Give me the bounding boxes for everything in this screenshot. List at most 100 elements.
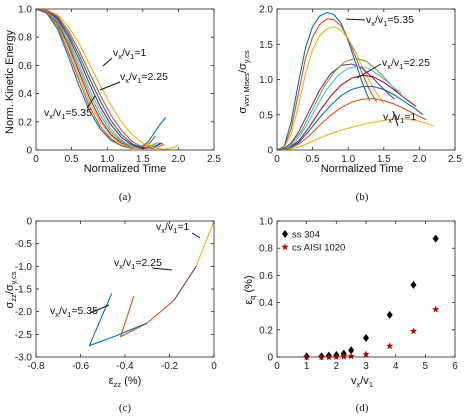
panel-d-series-group [303,234,440,361]
panel-c-stress-strain-chart: -0.8 -0.6 -0.4 -0.2 0 -3.0 -2.5 -2.0 -1.5 -1.0 -0.… [4,217,217,415]
panel-b-axes: 0 0.5 1.0 1.5 2.0 2.5 0 0.5 1.0 1.5 2.0 [259,5,462,166]
panel-b-annotation-2: vx/v1=2.25 [382,57,430,71]
panel-d-xtick-label: 6 [452,361,458,372]
panel-d-ylabel: εq (%) [243,275,257,304]
panel-b-annotation-1: vx/v1=5.35 [366,14,414,28]
panel-b-xlabel: Normalized Time [321,163,404,175]
panel-a-series-line-10 [35,8,179,150]
panel-a-annotation-1: vx/v1=1 [113,47,146,61]
panel-b-label: (b) [356,191,369,203]
panel-c-series-group [88,220,215,347]
panel-a-annotation-2: vx/v1=2.25 [120,71,168,85]
panel-b-series-group [276,11,434,151]
panel-b-ytick-label: 2.0 [259,5,273,16]
panel-d-point-cs1020 [347,352,355,360]
panel-a-ytick-label: 0.8 [18,33,32,44]
panel-d-ytick-label: 0.2 [259,325,273,336]
panel-b-series-line-5 [276,57,399,151]
panel-c-annotation-1: vx/v1=1 [156,221,189,235]
panel-a-axes-box [35,8,215,151]
panel-d-point-cs1020 [432,305,440,313]
panel-d-point-cs1020 [386,342,394,350]
panel-c-series-line-2 [173,265,197,301]
panel-b-series-line-4 [276,63,395,151]
panel-a-xtick-label: 2.0 [171,154,185,165]
panel-b-series-line-3 [276,26,385,151]
panel-b-series-line-10 [276,118,434,151]
panel-b-ytick-label: 1.0 [259,75,273,86]
panel-c-xtick-label: 0 [211,361,217,372]
panel-c-ytick-label: -0.5 [15,239,33,250]
panel-a-arrow-1 [102,57,113,67]
panel-a-series-line-1 [35,8,167,148]
panel-b-series-line-6 [276,65,402,151]
panel-b-series-line-9 [276,97,427,151]
panel-a-arrow-2 [99,81,121,91]
panel-c-xtick-label: -0.8 [27,361,45,372]
panel-b-xtick-label: 2.0 [412,154,426,165]
panel-d-point-cs1020 [362,350,370,358]
panel-b-ytick-label: 0.5 [259,110,273,121]
panel-c-ylabel: σzz/σy,cs [4,271,18,308]
panel-c-annotation-2: vx/v1=2.25 [114,257,162,271]
panel-a-label: (a) [119,191,132,203]
panel-d-point-ss304 [386,310,393,319]
panel-b-arrow-1 [345,18,366,21]
panel-a-xtick-label: 2.5 [207,154,221,165]
panel-d-xtick-label: 5 [423,361,429,372]
panel-c-series-line-1 [195,220,215,267]
panel-d-ytick-label: 0.6 [259,271,273,282]
panel-d-xtick-label: 1 [304,361,310,372]
panel-a-ytick-label: 0.6 [18,61,32,72]
panel-d-point-ss304 [432,234,439,243]
panel-a-xtick-label: 0.5 [65,154,79,165]
panel-d-scatter-chart: 0 1 2 3 4 5 6 0 0.2 0.4 0.6 0.8 1.0 vx/v1 εq (%) ss … [243,217,458,415]
panel-a-axes: 0 0.5 1.0 1.5 2.0 2.5 0 0.2 0.4 0.6 0.8 1.0 [18,5,221,166]
panel-b-arrow-2 [356,63,382,79]
panel-c-xlabel: εzz (%) [109,375,142,389]
legend-marker-cs1020 [281,243,289,251]
panel-c-xtick-label: -0.4 [116,361,134,372]
panel-b-von-mises-chart: 0 0.5 1.0 1.5 2.0 2.5 0 0.5 1.0 1.5 2.0 Normalized… [237,5,462,204]
panel-a-xlabel: Normalized Time [84,163,167,175]
panel-a-xtick-label: 1.5 [136,154,150,165]
panel-b-arrow-3 [392,110,399,127]
panel-b-annotation-3: vx/v1=1 [383,111,416,125]
panel-d-legend: ss 304 cs AISI 1020 [281,230,345,254]
panel-b-xtick-label: 1.0 [341,154,355,165]
panel-b-xtick-label: 0 [274,154,280,165]
panel-c-ytick-label: -1.0 [15,262,33,273]
panel-c-series-line-3 [120,295,175,338]
panel-a-xtick-label: 0 [33,154,39,165]
panel-c-label: (c) [119,402,132,414]
panel-a-ytick-label: 0 [26,146,32,157]
panel-d-xtick-label: 3 [363,361,369,372]
panel-d-axes: 0 1 2 3 4 5 6 0 0.2 0.4 0.6 0.8 1.0 [259,217,458,373]
panel-c-series-line-4 [88,293,148,347]
panel-d-point-ss304 [363,333,369,342]
panel-d-label: (d) [356,402,369,414]
panel-c-ytick-label: -3.0 [15,353,33,364]
panel-a-annotation-3: vx/v1=5.35 [44,107,92,121]
panel-b-xtick-label: 0.5 [306,154,320,165]
panel-d-xlabel: vx/v1 [351,375,373,389]
panel-d-point-ss304 [410,280,417,289]
panel-d-xtick-label: 0 [274,361,280,372]
panel-a-series-group [35,8,179,150]
panel-a-series-line-3 [35,8,152,150]
panel-a-kinetic-energy-chart: 0 0.5 1.0 1.5 2.0 2.5 0 0.2 0.4 0.6 0.8 1.0 Normali… [4,5,221,204]
panel-a-ylabel: Norm. Kinetic Energy [4,30,16,134]
legend-entry-2: cs AISI 1020 [292,243,345,254]
panel-a-ytick-label: 1.0 [18,5,32,16]
panel-a-xtick-label: 1.0 [100,154,114,165]
panel-c-ytick-label: 0 [26,217,32,228]
panel-c-ytick-label: -1.5 [15,285,33,296]
panel-b-ylabel: σvon Mises/σy,cs [237,50,251,113]
panel-c-axes-box [35,220,215,358]
panel-d-ytick-label: 0.8 [259,244,273,255]
panel-d-point-cs1020 [409,327,418,335]
legend-entry-1: ss 304 [292,230,320,241]
panel-b-xtick-label: 2.5 [448,154,462,165]
panel-a-ytick-label: 0.4 [18,89,32,100]
